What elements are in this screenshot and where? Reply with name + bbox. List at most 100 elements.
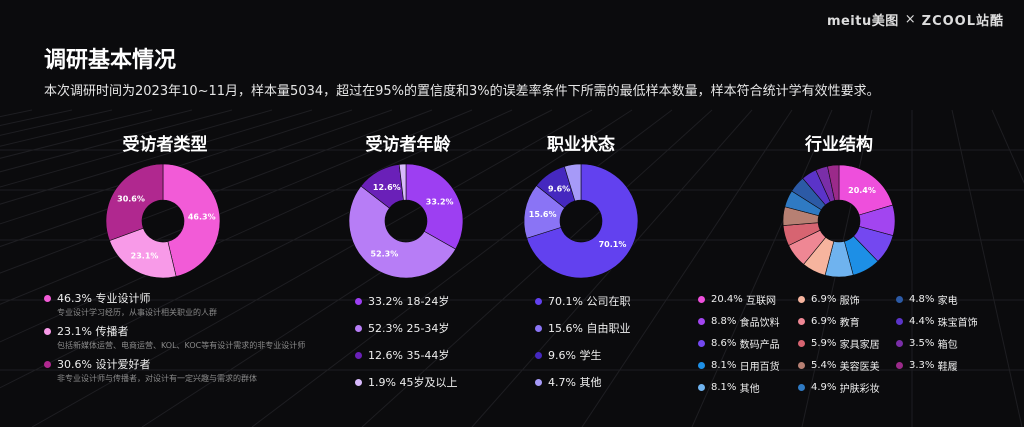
legend-pct: 8.1% xyxy=(711,360,737,371)
legend-dot xyxy=(798,318,805,325)
grid-line xyxy=(0,109,393,248)
slice-data-label: 20.4% xyxy=(848,186,876,195)
legend-industry-item: 5.9% 家具家居 xyxy=(798,336,896,351)
legend-industry-item: 4.8% 家电 xyxy=(896,292,976,307)
legend-dot xyxy=(698,318,705,325)
legend-age-item: 1.9% 45岁及以上 xyxy=(355,374,457,390)
grid-line xyxy=(0,109,273,188)
legend-industry-item: 5.4% 美容医美 xyxy=(798,358,896,373)
legend-industry-item: 6.9% 教育 xyxy=(798,314,896,329)
legend-job: 70.1% 公司在职 15.6% 自由职业 9.6% 学生 4.7% 其他 xyxy=(535,293,630,401)
slice-data-label: 70.1% xyxy=(599,240,627,249)
legend-dot xyxy=(698,340,705,347)
legend-label: 箱包 xyxy=(937,340,958,351)
legend-pct: 70.1% xyxy=(548,294,583,308)
legend-pct: 5.9% xyxy=(811,338,837,349)
legend-age: 33.2% 18-24岁 52.3% 25-34岁 12.6% 35-44岁 1… xyxy=(355,293,457,401)
donut-slice xyxy=(105,163,164,242)
grid-line xyxy=(0,109,313,205)
legend-dot xyxy=(896,362,903,369)
legend-dot xyxy=(535,378,542,386)
legend-dot xyxy=(896,340,903,347)
legend-industry: 20.4% 互联网 6.9% 服饰 4.8% 家电 8.8% 食品饮料 6.9% 教育 4… xyxy=(698,292,978,395)
legend-industry-item: 8.8% 食品饮料 xyxy=(698,314,798,329)
donut-slice xyxy=(405,163,464,250)
legend-label: 设计爱好者 xyxy=(95,358,151,371)
legend-pct: 33.2% xyxy=(368,294,403,308)
legend-dot xyxy=(798,340,805,347)
legend-pct: 8.8% xyxy=(711,316,737,327)
legend-dot xyxy=(698,384,705,391)
legend-label: 18-24岁 xyxy=(406,295,450,308)
legend-pct: 4.8% xyxy=(909,294,935,305)
legend-dot xyxy=(896,296,903,303)
zcool-logo: ZCOOL站酷 xyxy=(921,14,1004,29)
legend-pct: 8.1% xyxy=(711,382,737,393)
donut-slice xyxy=(348,185,457,279)
legend-label: 学生 xyxy=(579,349,602,362)
legend-label: 教育 xyxy=(839,318,860,329)
legend-pct: 6.9% xyxy=(811,316,837,327)
legend-type-item: 23.1% 传播者 包括新媒体运营、电商运营、KOL、KOC等有设计需求的非专业… xyxy=(44,323,305,351)
legend-job-item: 9.6% 学生 xyxy=(535,347,630,363)
legend-dot xyxy=(355,324,362,332)
page-title: 调研基本情况 xyxy=(44,48,177,73)
legend-industry-item: 3.3% 鞋履 xyxy=(896,358,976,373)
legend-dot xyxy=(355,297,362,305)
legend-label: 护肤彩妆 xyxy=(839,384,880,395)
donut-slice xyxy=(109,227,177,279)
slice-data-label: 30.6% xyxy=(117,195,145,204)
legend-dot xyxy=(798,384,805,391)
legend-job-item: 4.7% 其他 xyxy=(535,374,630,390)
slice-data-label: 46.3% xyxy=(188,212,216,221)
donut-slice xyxy=(162,163,221,277)
legend-age-item: 52.3% 25-34岁 xyxy=(355,320,457,336)
legend-dot xyxy=(44,294,51,302)
grid-line xyxy=(581,109,793,427)
legend-dot xyxy=(896,318,903,325)
legend-pct: 3.5% xyxy=(909,338,935,349)
legend-dot xyxy=(535,324,542,332)
donut-slice xyxy=(564,163,582,202)
grid-line xyxy=(691,109,833,427)
legend-dot xyxy=(44,327,51,335)
legend-pct: 3.3% xyxy=(909,360,935,371)
legend-age-item: 33.2% 18-24岁 xyxy=(355,293,457,309)
legend-pct: 6.9% xyxy=(811,294,837,305)
grid-line xyxy=(31,109,593,427)
donut-chart-age: 33.2% 52.3% 12.6% xyxy=(348,163,464,279)
legend-type-item: 30.6% 设计爱好者 非专业设计师与传播者，对设计有一定兴趣与需求的群体 xyxy=(44,356,305,384)
legend-dot xyxy=(535,297,542,305)
legend-industry-item: 4.9% 护肤彩妆 xyxy=(798,380,896,395)
legend-label: 食品饮料 xyxy=(739,318,780,329)
legend-label: 45岁及以上 xyxy=(399,376,458,389)
legend-type-item: 46.3% 专业设计师 专业设计学习经历，从事设计相关职业的人群 xyxy=(44,290,305,318)
brand-logos: meitu美图 × ZCOOL站酷 xyxy=(827,10,1004,29)
legend-pct: 8.6% xyxy=(711,338,737,349)
donut-chart-type: 46.3% 23.1% 30.6% xyxy=(105,163,221,279)
legend-pct: 20.4% xyxy=(711,294,743,305)
legend-pct: 4.9% xyxy=(811,382,837,393)
slice-data-label: 15.6% xyxy=(529,210,557,219)
slice-data-label: 52.3% xyxy=(371,249,399,258)
legend-label: 美容医美 xyxy=(839,362,880,373)
legend-job-item: 70.1% 公司在职 xyxy=(535,293,630,309)
legend-industry-item: 8.1% 其他 xyxy=(698,380,798,395)
donut-slice xyxy=(827,164,840,201)
legend-label: 服饰 xyxy=(839,296,860,307)
legend-label: 数码产品 xyxy=(739,340,780,351)
grid-line xyxy=(0,109,233,173)
legend-industry-item: 8.6% 数码产品 xyxy=(698,336,798,351)
legend-pct: 23.1% xyxy=(57,324,92,338)
slice-data-label: 23.1% xyxy=(131,251,159,260)
slice-data-label: 12.6% xyxy=(373,183,401,192)
legend-industry-item: 8.1% 日用百货 xyxy=(698,358,798,373)
legend-description: 非专业设计师与传播者，对设计有一定兴趣与需求的群体 xyxy=(57,374,257,383)
grid-line xyxy=(951,109,1023,427)
legend-label: 传播者 xyxy=(95,325,129,338)
legend-label: 其他 xyxy=(579,376,602,389)
donut-chart-industry: 20.4% xyxy=(782,164,896,278)
legend-label: 专业设计师 xyxy=(95,292,151,305)
legend-dot xyxy=(44,360,51,368)
legend-label: 25-34岁 xyxy=(406,322,450,335)
